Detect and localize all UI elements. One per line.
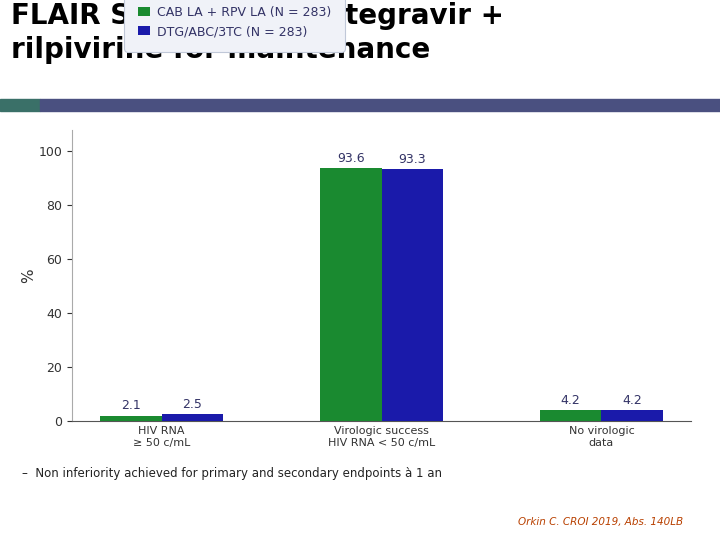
- Text: 93.6: 93.6: [337, 152, 364, 165]
- Text: 4.2: 4.2: [622, 394, 642, 407]
- Text: –  Non inferiority achieved for primary and secondary endpoints à 1 an: – Non inferiority achieved for primary a…: [22, 467, 441, 480]
- Bar: [100, 416, 162, 421]
- Bar: [382, 170, 444, 421]
- Bar: [601, 410, 663, 421]
- Text: Orkin C. CROI 2019, Abs. 140LB: Orkin C. CROI 2019, Abs. 140LB: [518, 516, 683, 526]
- Text: 4.2: 4.2: [561, 394, 580, 407]
- Bar: [320, 168, 382, 421]
- Text: 93.3: 93.3: [399, 153, 426, 166]
- Bar: [162, 415, 223, 421]
- Text: FLAIR Study: LA cabotegravir +
rilpivirine for maintenance: FLAIR Study: LA cabotegravir + rilpiviri…: [11, 2, 504, 64]
- Text: 2.5: 2.5: [183, 398, 202, 411]
- Text: 2.1: 2.1: [121, 399, 141, 413]
- Legend: CAB LA + RPV LA (N = 283), DTG/ABC/3TC (N = 283): CAB LA + RPV LA (N = 283), DTG/ABC/3TC (…: [127, 0, 341, 48]
- Y-axis label: %: %: [21, 268, 35, 283]
- Bar: [0, 99, 40, 111]
- Bar: [540, 410, 601, 421]
